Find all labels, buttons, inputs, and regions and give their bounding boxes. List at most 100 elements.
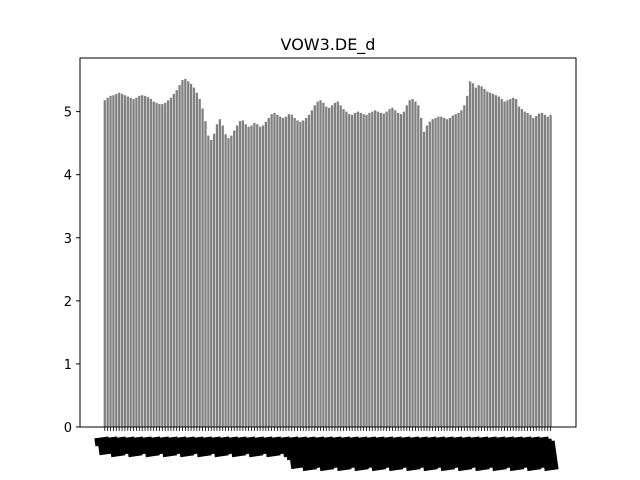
bar (342, 109, 345, 427)
y-tick-label: 2 (64, 295, 72, 310)
bar (207, 135, 210, 427)
bar (279, 116, 282, 427)
bar (333, 102, 337, 427)
bar (304, 117, 308, 428)
bar (443, 117, 446, 428)
bar (543, 114, 546, 428)
bar (322, 102, 325, 427)
bar (445, 119, 449, 428)
bar (233, 130, 236, 428)
bar (359, 112, 362, 427)
x-axis-ticks (94, 427, 559, 472)
bar (149, 99, 152, 427)
bar (241, 120, 244, 427)
bar (253, 122, 256, 427)
bar (224, 134, 227, 427)
bar (293, 117, 296, 428)
bar (192, 87, 196, 428)
bar (382, 113, 385, 427)
y-tick-label: 0 (64, 421, 72, 436)
bar (549, 114, 552, 428)
bar (258, 126, 262, 427)
chart-title: VOW3.DE_d (281, 35, 376, 55)
bar (512, 97, 515, 428)
bar (394, 110, 397, 427)
bar (376, 111, 380, 428)
bar (339, 105, 342, 427)
bar (468, 81, 472, 427)
bar (402, 111, 406, 428)
bar (284, 116, 288, 427)
bar (351, 114, 354, 428)
bar (310, 110, 314, 427)
bar (371, 111, 374, 428)
bar (368, 112, 371, 427)
bar (184, 78, 187, 427)
bar (299, 121, 302, 428)
bar (118, 92, 121, 427)
bar (235, 125, 239, 428)
bar (281, 117, 285, 428)
bar (166, 100, 170, 427)
bar (385, 111, 388, 428)
bar (417, 105, 420, 427)
bar (187, 81, 190, 427)
bar (141, 95, 144, 427)
bar (261, 125, 265, 428)
bar (489, 92, 492, 427)
bar (460, 110, 463, 427)
bar (374, 110, 377, 427)
bar (388, 109, 391, 427)
bar (126, 96, 129, 427)
bar (532, 117, 535, 428)
x-tick-label (540, 440, 559, 472)
bars-group (103, 78, 552, 428)
bar (247, 126, 250, 427)
bar (457, 112, 460, 427)
bar (270, 114, 273, 427)
bar (506, 100, 509, 427)
y-axis-ticks: 0 1 2 3 4 5 (64, 106, 80, 436)
bar (195, 92, 198, 427)
bar (454, 114, 457, 427)
bar (466, 95, 469, 427)
bar (296, 120, 299, 427)
bar (422, 131, 426, 428)
bar (212, 133, 216, 427)
bar (172, 93, 175, 427)
bar (123, 95, 127, 427)
bar (437, 116, 440, 427)
bar (494, 95, 498, 427)
bar (491, 93, 495, 427)
bar (411, 99, 414, 427)
bar (503, 101, 506, 428)
bar (218, 119, 221, 428)
bar (379, 112, 383, 427)
bar (500, 99, 503, 427)
bar (448, 117, 452, 428)
bar (483, 88, 486, 427)
bar (325, 106, 328, 427)
y-tick-label: 3 (64, 232, 72, 247)
bar (273, 112, 276, 427)
bar (405, 105, 408, 427)
bar (414, 101, 417, 428)
bar (181, 80, 184, 427)
bar (529, 114, 532, 428)
bar (486, 91, 489, 428)
bar (256, 124, 259, 427)
bar (526, 112, 529, 427)
bar (221, 125, 224, 428)
bar (348, 114, 351, 427)
bar (353, 112, 357, 427)
bar (399, 114, 403, 427)
bar (477, 85, 480, 428)
bar (161, 104, 164, 428)
bar (227, 138, 230, 428)
bar (471, 83, 475, 427)
bar (319, 100, 322, 427)
bar (391, 107, 394, 427)
bar (204, 121, 207, 427)
bar (198, 99, 201, 427)
